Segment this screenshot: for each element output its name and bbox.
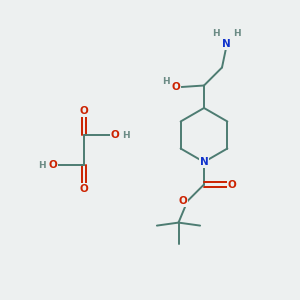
Text: H: H xyxy=(122,130,130,140)
Text: O: O xyxy=(110,130,119,140)
Text: H: H xyxy=(162,77,170,86)
Text: O: O xyxy=(178,196,188,206)
Text: O: O xyxy=(80,184,88,194)
Text: N: N xyxy=(200,157,208,167)
Text: O: O xyxy=(80,106,88,116)
Text: O: O xyxy=(49,160,58,170)
Text: O: O xyxy=(227,179,236,190)
Text: N: N xyxy=(222,39,231,50)
Text: H: H xyxy=(212,29,220,38)
Text: H: H xyxy=(38,160,46,169)
Text: O: O xyxy=(172,82,181,92)
Text: H: H xyxy=(233,29,241,38)
